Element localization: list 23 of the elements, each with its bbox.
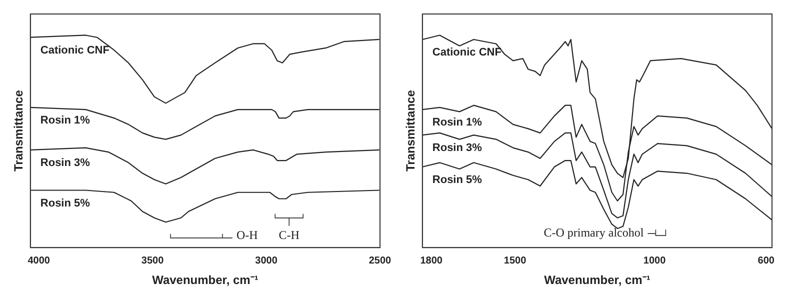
series-label: Rosin 1% xyxy=(432,116,482,129)
x-tick-label: 3000 xyxy=(255,255,278,266)
series-label: Cationic CNF xyxy=(40,44,110,56)
annotation: O-H xyxy=(236,228,258,242)
annotation: C-O primary alcohol xyxy=(544,226,644,240)
x-tick-label: 1000 xyxy=(643,255,666,266)
x-tick-label: 2500 xyxy=(368,255,392,266)
series-label: Rosin 3% xyxy=(40,156,90,169)
x-tick-label: 1800 xyxy=(420,255,443,266)
series-label: Rosin 5% xyxy=(432,174,482,186)
x-tick-label: 1500 xyxy=(504,255,527,266)
y-axis-title: Transmittance xyxy=(12,90,26,172)
annotation: C-H xyxy=(278,228,300,242)
series-label: Cationic CNF xyxy=(432,46,502,59)
y-axis-title: Transmittance xyxy=(404,90,418,172)
x-tick-label: 4000 xyxy=(28,255,50,266)
x-axis-title: Wavenumber, cm⁻¹ xyxy=(152,273,258,288)
series-label: Rosin 5% xyxy=(40,197,90,210)
series-label: Rosin 1% xyxy=(40,114,90,126)
x-tick-label: 3500 xyxy=(141,255,164,266)
series-label: Rosin 3% xyxy=(432,142,482,154)
x-axis-title: Wavenumber, cm⁻¹ xyxy=(544,273,650,288)
x-tick-label: 600 xyxy=(758,255,775,266)
